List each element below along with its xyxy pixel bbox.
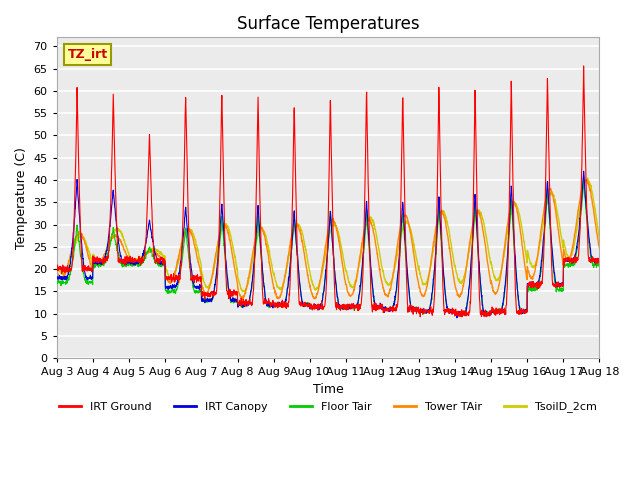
Y-axis label: Temperature (C): Temperature (C) <box>15 147 28 249</box>
Title: Surface Temperatures: Surface Temperatures <box>237 15 419 33</box>
Text: TZ_irt: TZ_irt <box>68 48 108 61</box>
Legend: IRT Ground, IRT Canopy, Floor Tair, Tower TAir, TsoilD_2cm: IRT Ground, IRT Canopy, Floor Tair, Towe… <box>54 397 602 417</box>
X-axis label: Time: Time <box>313 383 344 396</box>
